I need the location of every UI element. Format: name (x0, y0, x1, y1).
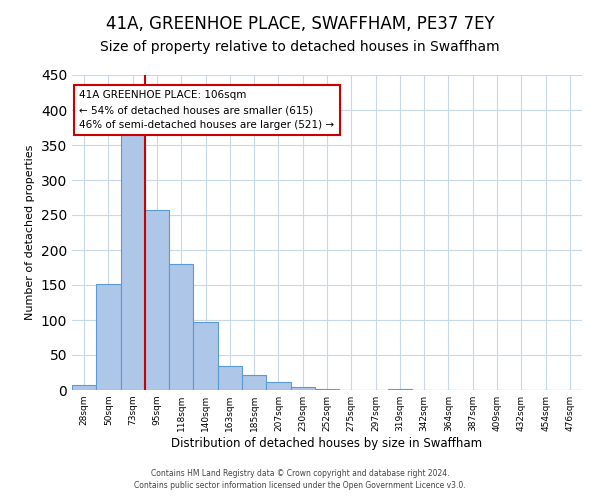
Bar (121, 131, 145, 390)
Bar (218, 366, 242, 390)
Text: Size of property relative to detached houses in Swaffham: Size of property relative to detached ho… (100, 40, 500, 54)
Bar (290, 386, 315, 390)
Text: Contains HM Land Registry data © Crown copyright and database right 2024.
Contai: Contains HM Land Registry data © Crown c… (134, 468, 466, 490)
Y-axis label: Number of detached properties: Number of detached properties (25, 145, 35, 320)
Text: 41A GREENHOE PLACE: 106sqm
← 54% of detached houses are smaller (615)
46% of sem: 41A GREENHOE PLACE: 106sqm ← 54% of deta… (79, 90, 334, 130)
Bar (169, 264, 193, 390)
Bar (266, 382, 290, 390)
Bar (96, 284, 121, 390)
Bar (242, 376, 266, 390)
Text: 41A, GREENHOE PLACE, SWAFFHAM, PE37 7EY: 41A, GREENHOE PLACE, SWAFFHAM, PE37 7EY (106, 15, 494, 33)
Bar (145, 210, 169, 390)
Bar (193, 322, 218, 390)
Bar (72, 385, 96, 390)
X-axis label: Distribution of detached houses by size in Swaffham: Distribution of detached houses by size … (172, 437, 482, 450)
Bar (388, 388, 412, 390)
